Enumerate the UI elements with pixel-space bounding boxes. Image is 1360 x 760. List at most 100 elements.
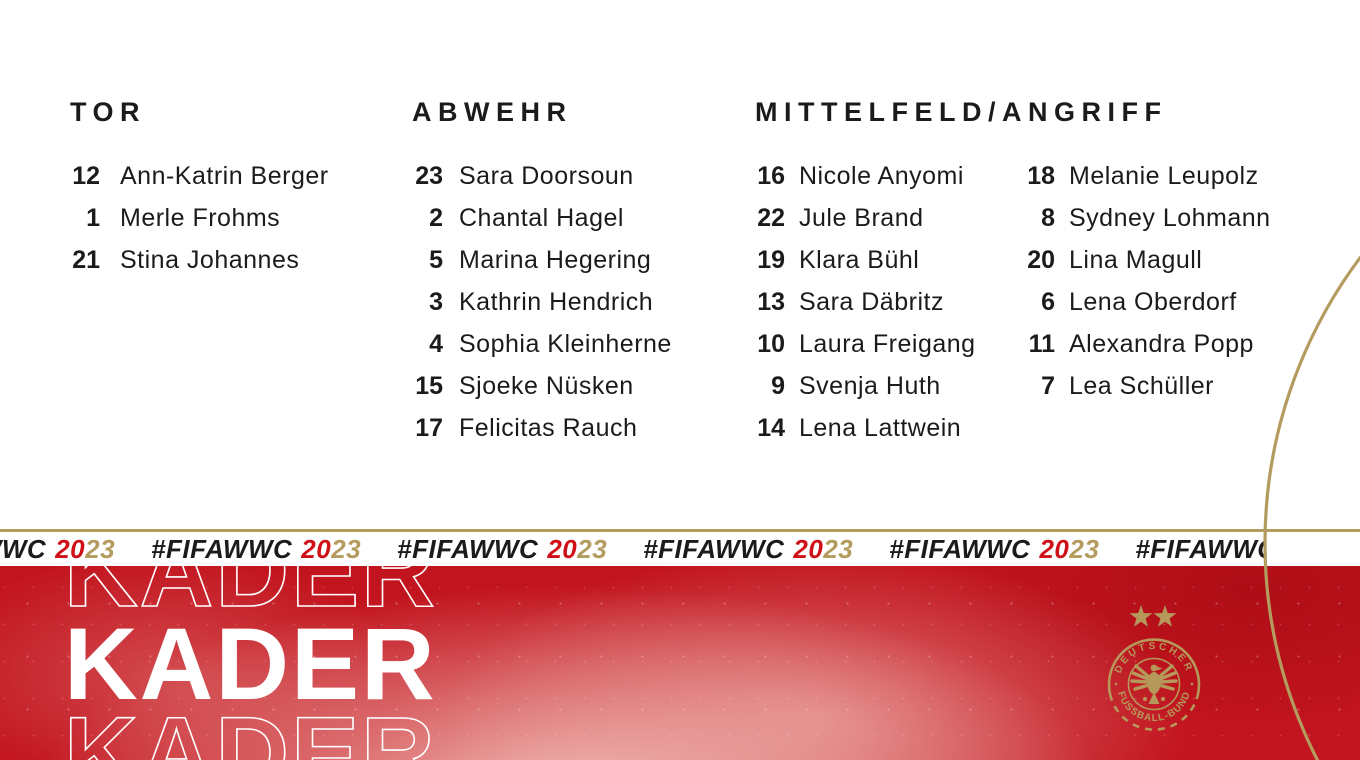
gold-divider-line (0, 529, 1360, 532)
player-row: 12 Ann-Katrin Berger (70, 155, 329, 197)
player-list-mittelfeld-col2: 18 Melanie Leupolz 8 Sydney Lohmann 20 L… (1020, 155, 1271, 407)
player-row: 15 Sjoeke Nüsken (408, 365, 672, 407)
hashtag-text: #FIFAWWC (643, 533, 785, 564)
player-name: Nicole Anyomi (799, 161, 964, 190)
hashtag-text: #FIFAWWC (397, 533, 539, 564)
section-title-abwehr: ABWEHR (412, 97, 573, 127)
player-number: 15 (415, 371, 443, 400)
player-row: 11 Alexandra Popp (1020, 323, 1271, 365)
player-row: 9 Svenja Huth (750, 365, 976, 407)
year-gold: 23 (823, 533, 854, 564)
player-row: 19 Klara Bühl (750, 239, 976, 281)
player-name: Lina Magull (1069, 245, 1203, 274)
player-name: Laura Freigang (799, 329, 976, 358)
crest-inner-ring (1127, 657, 1181, 711)
player-row: 23 Sara Doorsoun (408, 155, 672, 197)
player-number: 2 (429, 203, 443, 232)
player-name: Lea Schüller (1069, 371, 1214, 400)
player-row: 22 Jule Brand (750, 197, 976, 239)
player-name: Svenja Huth (799, 371, 941, 400)
crest-right-dot (1190, 682, 1194, 686)
player-row: 21 Stina Johannes (70, 239, 329, 281)
player-name: Lena Lattwein (799, 413, 962, 442)
hashtag-text: #FIFAWWC (1135, 533, 1265, 564)
year-gold: 23 (85, 533, 116, 564)
player-row: 14 Lena Lattwein (750, 407, 976, 449)
player-name: Stina Johannes (120, 245, 300, 274)
player-number: 12 (72, 161, 100, 190)
player-row: 16 Nicole Anyomi (750, 155, 976, 197)
player-number: 19 (757, 245, 785, 274)
player-number: 13 (757, 287, 785, 316)
player-row: 6 Lena Oberdorf (1020, 281, 1271, 323)
player-row: 20 Lina Magull (1020, 239, 1271, 281)
player-number: 4 (429, 329, 443, 358)
star-icon (1129, 605, 1153, 627)
player-number: 11 (1028, 329, 1055, 358)
player-number: 21 (72, 245, 100, 274)
kader-title-text: KADER (64, 607, 437, 721)
player-name: Jule Brand (799, 203, 924, 232)
year-red: 20 (547, 533, 578, 564)
player-name: Ann-Katrin Berger (120, 161, 329, 190)
player-row: 7 Lea Schüller (1020, 365, 1271, 407)
player-name: Sara Däbritz (799, 287, 944, 316)
year-gold: 23 (577, 533, 608, 564)
player-row: 3 Kathrin Hendrich (408, 281, 672, 323)
player-name: Sjoeke Nüsken (459, 371, 634, 400)
player-number: 1 (86, 203, 100, 232)
player-row: 17 Felicitas Rauch (408, 407, 672, 449)
player-number: 5 (429, 245, 443, 274)
player-row: 2 Chantal Hagel (408, 197, 672, 239)
hashtag-text: #FIFAWWC (889, 533, 1031, 564)
player-number: 23 (415, 161, 443, 190)
section-title-mittelfeld-angriff: MITTELFELD/ANGRIFF (755, 97, 1168, 127)
year-red: 20 (55, 533, 86, 564)
year-gold: 23 (331, 533, 362, 564)
player-number: 6 (1041, 287, 1055, 316)
hashtag-ticker-item: #FIFAWWC 2023 (397, 534, 607, 565)
player-name: Alexandra Popp (1069, 329, 1254, 358)
player-name: Merle Frohms (120, 203, 281, 232)
player-row: 5 Marina Hegering (408, 239, 672, 281)
player-name: Felicitas Rauch (459, 413, 638, 442)
player-number: 18 (1027, 161, 1055, 190)
player-name: Sara Doorsoun (459, 161, 634, 190)
player-row: 4 Sophia Kleinherne (408, 323, 672, 365)
hashtag-ticker-item: #FIFAWWC 2023 (889, 534, 1099, 565)
player-number: 9 (771, 371, 785, 400)
player-name: Chantal Hagel (459, 203, 624, 232)
kader-banner: KADER KADER KADER (0, 566, 1360, 760)
player-number: 8 (1041, 203, 1055, 232)
player-number: 20 (1027, 245, 1055, 274)
kader-outline-bottom: KADER (63, 695, 437, 760)
player-row: 10 Laura Freigang (750, 323, 976, 365)
year-red: 20 (1039, 533, 1070, 564)
player-row: 13 Sara Däbritz (750, 281, 976, 323)
kader-outline-bottom-text: KADER (64, 696, 437, 760)
player-row: 1 Merle Frohms (70, 197, 329, 239)
year-red: 20 (301, 533, 332, 564)
eagle-icon (1130, 664, 1178, 704)
player-number: 3 (429, 287, 443, 316)
year-red: 20 (793, 533, 824, 564)
player-list-abwehr: 23 Sara Doorsoun 2 Chantal Hagel 5 Marin… (408, 155, 672, 449)
section-title-tor: TOR (70, 97, 147, 127)
player-name: Lena Oberdorf (1069, 287, 1237, 316)
year-gold: 23 (1069, 533, 1100, 564)
crest-outer-ring (1107, 638, 1201, 695)
player-name: Kathrin Hendrich (459, 287, 654, 316)
kader-outline-top: KADER (63, 566, 437, 629)
player-name: Marina Hegering (459, 245, 652, 274)
kader-title: KADER (64, 607, 435, 721)
kader-outline-top-text: KADER (64, 566, 437, 628)
star-icon (1153, 605, 1177, 627)
player-name: Klara Bühl (799, 245, 920, 274)
player-name: Sophia Kleinherne (459, 329, 672, 358)
player-row: 18 Melanie Leupolz (1020, 155, 1271, 197)
